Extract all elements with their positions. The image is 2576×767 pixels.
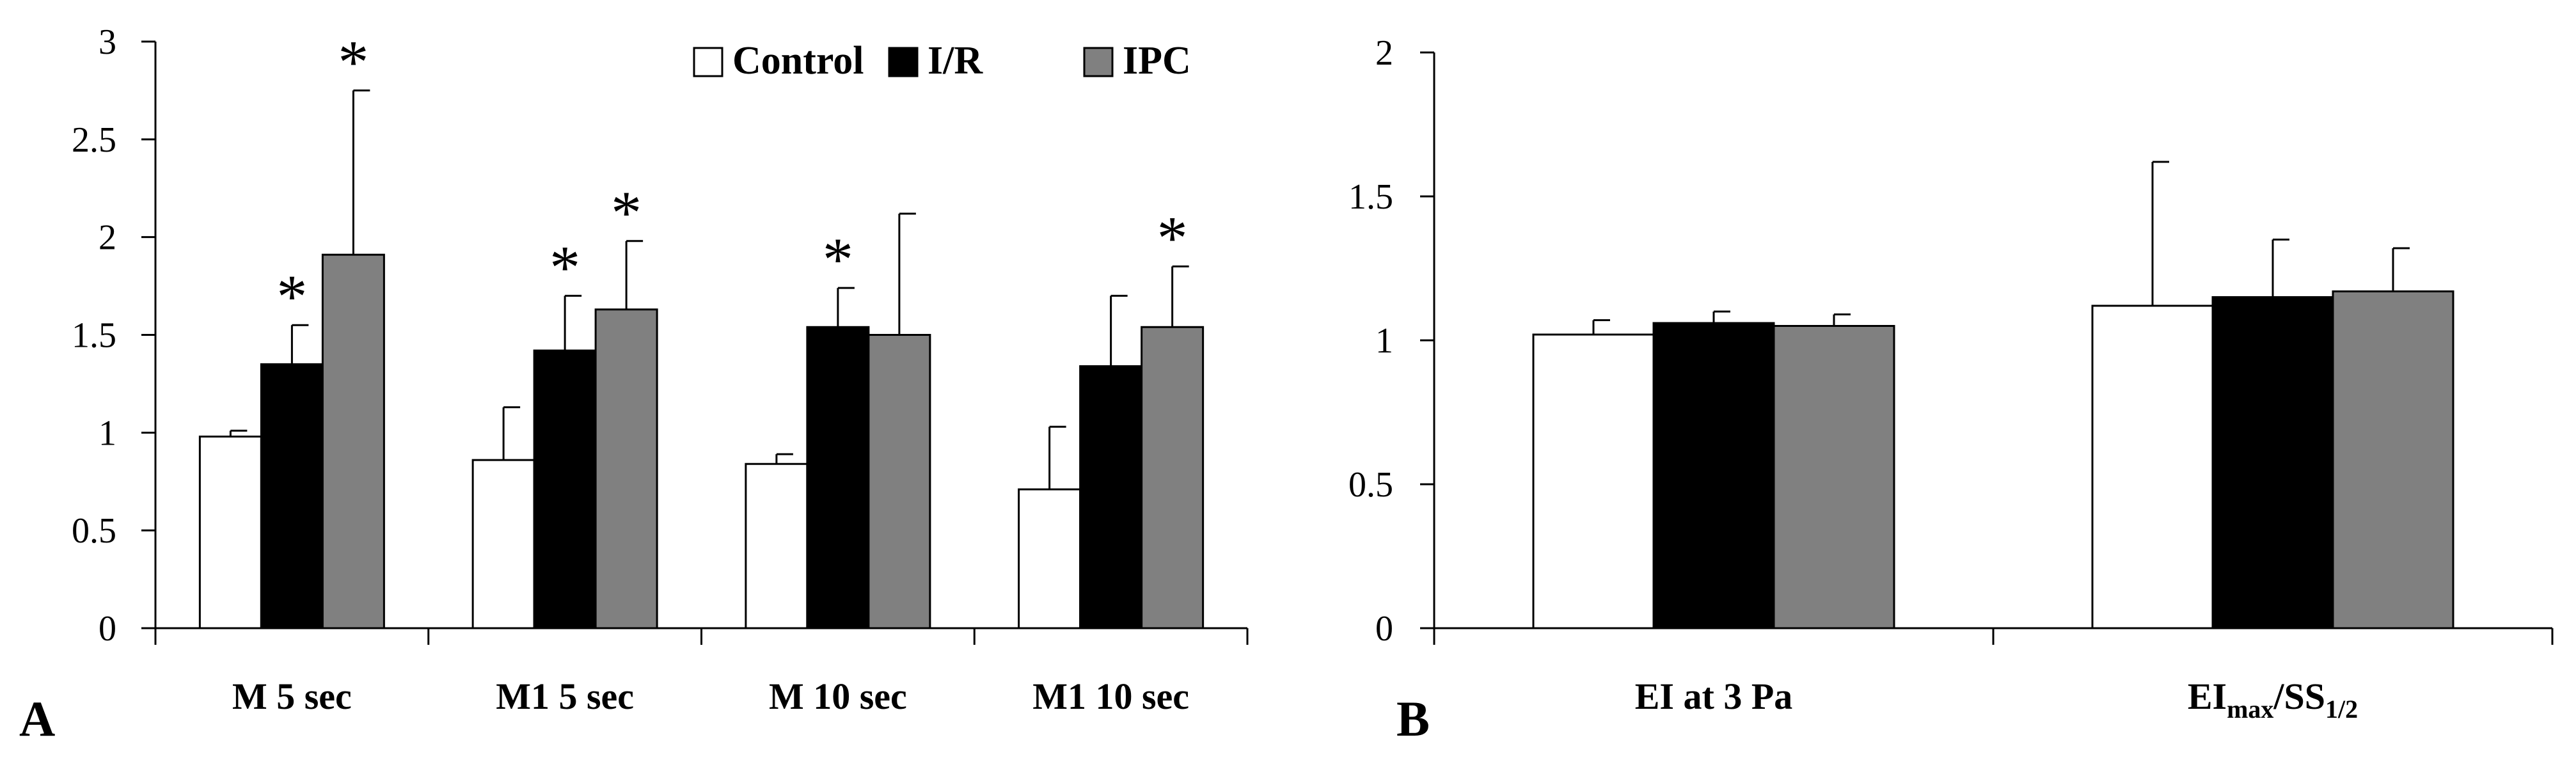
significance-asterisk: * [823, 225, 853, 294]
bar-i-r [260, 363, 324, 629]
bar-ipc [867, 334, 931, 629]
y-tick-label: 0 [99, 609, 116, 649]
legend-swatch [888, 47, 919, 77]
y-tick-label: 3 [99, 22, 116, 62]
significance-asterisk: * [276, 262, 307, 331]
category-label: M 10 sec [769, 676, 907, 717]
panel-b-chart: 0 0.5 1 1.5 2 EI at 3 Pa EImax/SS1/2 B [1348, 33, 2554, 747]
bar-ipc [1141, 326, 1205, 629]
legend-label: Control [732, 39, 864, 83]
category-label-subscript: max [2227, 695, 2273, 724]
legend-swatch [693, 47, 723, 77]
bar-ipc [1773, 325, 1895, 629]
significance-asterisk: * [1157, 204, 1188, 273]
category-label: M1 10 sec [1032, 676, 1189, 717]
bar-control [471, 459, 535, 629]
panel-a-chart: 0 0.5 1 1.5 2 2.5 3 * * M 5 sec * * M1 5 sec * M 10 se… [19, 22, 1249, 747]
bar-control [1018, 488, 1082, 629]
legend-label: I/R [928, 39, 983, 83]
bar-i-r [1652, 322, 1775, 629]
y-tick-label: 1 [99, 413, 116, 453]
category-label-part: EI [2188, 676, 2227, 717]
y-tick-label: 2 [1375, 33, 1393, 73]
legend-swatch [1083, 47, 1114, 77]
panel-label: B [1396, 691, 1430, 747]
bar-i-r [806, 326, 870, 629]
bar-control [1532, 333, 1655, 629]
y-tick-label: 2 [99, 218, 116, 258]
bar-i-r [2211, 296, 2334, 629]
category-label-part: /SS [2273, 676, 2325, 717]
y-tick-label: 2.5 [72, 120, 116, 160]
bar-i-r [1079, 365, 1143, 629]
bar-ipc [321, 253, 385, 629]
category-label-part: EI at 3 Pa [1635, 676, 1793, 717]
bar-i-r [533, 349, 597, 629]
y-tick-label: 0.5 [72, 511, 116, 551]
legend-label: IPC [1123, 39, 1191, 83]
bar-control [2091, 304, 2214, 629]
category-label: EImax/SS1/2 [2188, 676, 2358, 724]
significance-asterisk: * [549, 233, 580, 301]
bar-ipc [2332, 290, 2454, 629]
y-tick-label: 0 [1375, 609, 1393, 649]
category-label-subscript: 1/2 [2325, 695, 2358, 724]
category-label: M 5 sec [232, 676, 352, 717]
legend: Control I/R IPC [693, 39, 1191, 83]
bar-control [745, 463, 809, 629]
significance-asterisk: * [611, 178, 642, 247]
y-tick-label: 1.5 [72, 316, 116, 356]
panel-label: A [19, 691, 55, 747]
y-tick-label: 1.5 [1348, 177, 1393, 217]
y-tick-label: 0.5 [1348, 465, 1393, 505]
significance-asterisk: * [338, 28, 368, 96]
category-label: EI at 3 Pa [1635, 676, 1793, 717]
bar-control [198, 435, 262, 629]
category-label: M1 5 sec [496, 676, 634, 717]
bar-ipc [594, 308, 658, 629]
y-tick-label: 1 [1375, 321, 1393, 361]
